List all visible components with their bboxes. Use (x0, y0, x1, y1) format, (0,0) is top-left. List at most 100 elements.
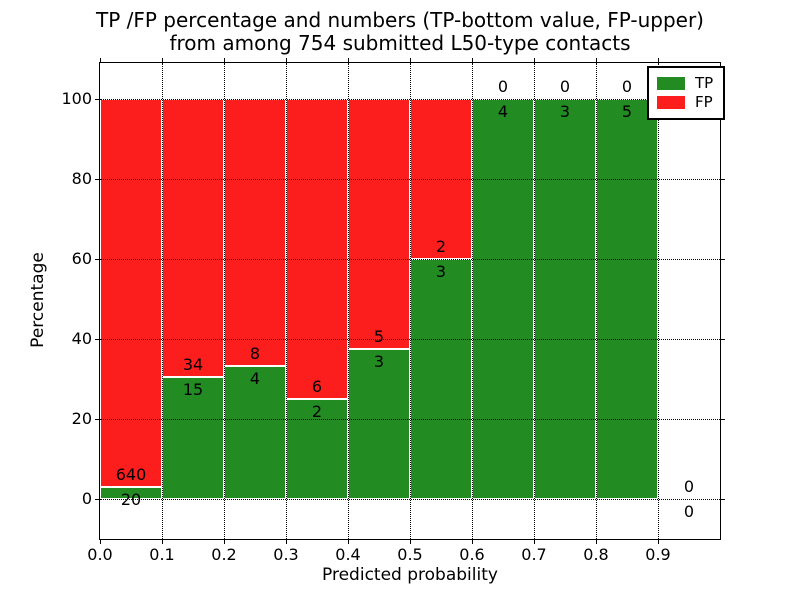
tp-bar-segment (534, 99, 596, 499)
tp-legend-swatch-icon (657, 77, 685, 90)
vertical-gridline (347, 63, 349, 539)
horizontal-gridline (100, 98, 720, 100)
fp-bar-segment (286, 99, 348, 399)
legend-item-fp: FP (657, 94, 713, 111)
x-tick-label: 0.1 (149, 545, 175, 564)
fp-legend-label: FP (695, 93, 713, 111)
y-tick-mark-right (721, 418, 725, 420)
x-tick-mark (533, 540, 535, 544)
tp-bar-segment (162, 376, 224, 499)
x-axis-label: Predicted probability (322, 565, 498, 585)
x-tick-mark (595, 540, 597, 544)
fp-bar-segment (162, 99, 224, 377)
tp-legend-label: TP (695, 74, 714, 92)
tp-count-label: 3 (373, 352, 385, 371)
y-tick-mark (95, 98, 99, 100)
fp-count-label: 2 (435, 237, 447, 256)
tp-count-label: 2 (311, 402, 323, 421)
x-tick-label: 0.3 (273, 545, 299, 564)
fp-count-label: 0 (497, 77, 509, 96)
tp-count-label: 5 (621, 102, 633, 121)
x-tick-label: 0.2 (211, 545, 237, 564)
fp-count-label: 8 (249, 343, 261, 363)
x-tick-mark-top (99, 58, 101, 62)
x-tick-mark (409, 540, 411, 544)
tp-count-label: 3 (559, 102, 571, 121)
tp-bar-segment (596, 99, 658, 499)
x-tick-label: 0.4 (335, 545, 361, 564)
tp-count-label: 3 (435, 262, 447, 281)
y-tick-label: 80 (71, 169, 92, 188)
fp-legend-swatch-icon (657, 96, 685, 109)
tp-count-label: 20 (120, 489, 142, 509)
x-tick-mark (347, 540, 349, 544)
x-tick-label: 0.9 (645, 545, 671, 564)
x-tick-mark-top (471, 58, 473, 62)
y-tick-label: 60 (71, 249, 92, 268)
vertical-gridline (595, 63, 597, 539)
x-tick-mark-top (533, 58, 535, 62)
fp-count-label: 0 (621, 77, 633, 96)
x-tick-mark-top (161, 58, 163, 62)
y-tick-mark-right (721, 258, 725, 260)
x-tick-mark-top (657, 58, 659, 62)
y-tick-label: 100 (61, 89, 92, 108)
x-tick-mark-top (285, 58, 287, 62)
chart-title-line1: TP /FP percentage and numbers (TP-bottom… (96, 8, 704, 32)
fp-count-label: 5 (373, 327, 385, 346)
legend: TP FP (647, 66, 726, 120)
y-tick-mark-right (721, 338, 725, 340)
x-tick-mark-top (223, 58, 225, 62)
fp-count-label: 640 (115, 464, 147, 484)
tp-count-label: 0 (683, 502, 695, 521)
y-tick-mark (95, 338, 99, 340)
vertical-gridline (223, 63, 225, 539)
tp-bar-segment (472, 99, 534, 499)
fp-count-label: 6 (311, 377, 323, 396)
x-tick-label: 0.7 (521, 545, 547, 564)
tp-bar-segment (348, 349, 410, 499)
x-tick-label: 0.6 (459, 545, 485, 564)
x-tick-label: 0.8 (583, 545, 609, 564)
fp-bar-segment (224, 99, 286, 366)
vertical-gridline (471, 63, 473, 539)
x-tick-mark (471, 540, 473, 544)
y-tick-label: 40 (71, 329, 92, 348)
x-tick-mark (285, 540, 287, 544)
vertical-gridline (161, 63, 163, 539)
plot-area: 640 20 34 15 8 4 6 2 5 3 2 3 0 4 0 3 0 5 0 0 (99, 62, 721, 540)
tp-bar-segment (224, 365, 286, 499)
tp-count-label: 4 (497, 102, 509, 121)
legend-item-tp: TP (657, 75, 713, 92)
tp-count-label: 15 (182, 379, 204, 399)
x-tick-mark-top (409, 58, 411, 62)
horizontal-gridline (100, 418, 720, 420)
fp-count-label: 34 (182, 354, 204, 374)
chart-title: TP /FP percentage and numbers (TP-bottom… (0, 9, 800, 55)
x-tick-mark (99, 540, 101, 544)
vertical-gridline (285, 63, 287, 539)
tp-count-label: 4 (249, 368, 261, 388)
y-tick-mark-right (721, 498, 725, 500)
y-tick-mark-right (721, 178, 725, 180)
horizontal-gridline (100, 258, 720, 260)
fp-bar-segment (348, 99, 410, 349)
x-tick-mark-top (595, 58, 597, 62)
x-tick-mark-top (347, 58, 349, 62)
y-tick-label: 0 (81, 489, 92, 508)
horizontal-gridline (100, 338, 720, 340)
fp-count-label: 0 (559, 77, 571, 96)
y-tick-mark (95, 418, 99, 420)
vertical-gridline (533, 63, 535, 539)
y-tick-mark (95, 498, 99, 500)
horizontal-gridline (100, 498, 720, 500)
x-tick-label: 0.0 (87, 545, 113, 564)
x-tick-mark (161, 540, 163, 544)
fp-bar-segment (100, 99, 162, 487)
x-tick-mark (223, 540, 225, 544)
vertical-gridline (409, 63, 411, 539)
vertical-gridline (657, 63, 659, 539)
fp-count-label: 0 (683, 477, 695, 496)
y-tick-mark (95, 258, 99, 260)
